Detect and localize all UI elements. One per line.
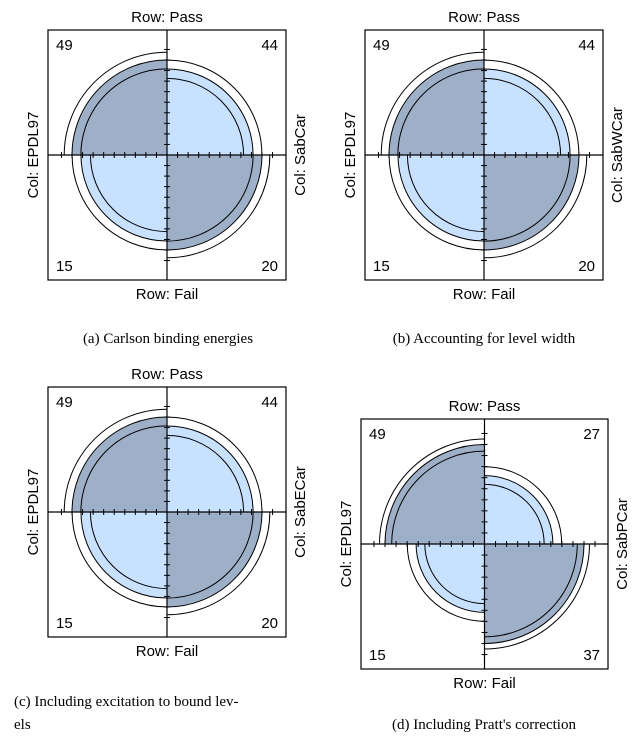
fourfold-panel-1: 49 44 15 20 Row: Pass Row: Fail Col: EPDL97 Col… (25, 9, 309, 347)
ci-outer-bottom-left (71, 511, 168, 608)
ci-outer-bottom-left (406, 543, 485, 622)
quadrant-top-left (388, 59, 485, 156)
col-left-label: Col: EPDL97 (25, 112, 42, 199)
count-bottom-left: 15 (56, 615, 73, 632)
count-top-right: 44 (578, 37, 595, 54)
col-left-label: Col: EPDL97 (342, 112, 359, 199)
ci-outer-top-left (63, 51, 168, 156)
ci-outer-bottom-right (484, 543, 590, 650)
quadrant-top-right (483, 68, 571, 156)
quadrant-top-right (166, 425, 254, 513)
row-bottom-label: Row: Fail (453, 286, 516, 303)
ci-inner-bottom-left (424, 543, 485, 605)
quadrant-top-left (71, 416, 168, 513)
ci-inner-bottom-right (166, 511, 254, 599)
panel-caption: (c) Including excitation to bound lev- (14, 694, 239, 710)
row-bottom-label: Row: Fail (136, 643, 199, 660)
row-top-label: Row: Pass (449, 398, 521, 415)
row-top-label: Row: Pass (448, 9, 520, 26)
row-top-label: Row: Pass (131, 366, 203, 383)
ci-outer-bottom-right (166, 154, 271, 259)
count-bottom-right: 20 (578, 258, 595, 275)
count-bottom-left: 15 (373, 258, 390, 275)
quadrant-top-left (71, 59, 168, 156)
col-right-label: Col: SabWCar (609, 107, 626, 203)
ci-inner-top-left (397, 68, 485, 156)
quadrant-bottom-right (483, 154, 580, 251)
panel-caption: els (14, 717, 31, 733)
count-top-left: 49 (56, 394, 73, 411)
col-left-label: Col: EPDL97 (25, 469, 42, 556)
ci-inner-top-left (80, 68, 168, 156)
count-top-left: 49 (56, 37, 73, 54)
ci-outer-bottom-left (388, 154, 485, 251)
quadrant-top-right (484, 475, 554, 545)
ci-outer-top-right (483, 59, 580, 156)
quadrant-top-right (166, 68, 254, 156)
col-left-label: Col: EPDL97 (338, 501, 355, 588)
quadrant-bottom-left (80, 154, 168, 242)
quadrant-bottom-right (166, 154, 263, 251)
row-bottom-label: Row: Fail (136, 286, 199, 303)
ci-inner-top-right (166, 434, 245, 513)
count-top-left: 49 (369, 426, 386, 443)
ci-inner-bottom-right (484, 543, 578, 638)
count-bottom-right: 37 (583, 647, 600, 664)
col-right-label: Col: SabPCar (614, 498, 631, 590)
ci-inner-bottom-left (89, 154, 168, 233)
col-right-label: Col: SabECar (292, 466, 309, 558)
ci-outer-top-right (166, 59, 263, 156)
panel-caption: (a) Carlson binding energies (83, 331, 253, 347)
ci-inner-top-left (80, 425, 168, 513)
fourfold-panel-3: 49 44 15 20 Row: Pass Row: Fail Col: EPDL97 Col… (14, 366, 309, 733)
quadrant-bottom-left (415, 543, 485, 613)
count-bottom-left: 15 (369, 647, 386, 664)
count-bottom-right: 20 (261, 258, 278, 275)
ci-inner-bottom-left (89, 511, 168, 590)
ci-inner-bottom-left (406, 154, 485, 233)
quadrant-bottom-left (80, 511, 168, 599)
ci-inner-top-right (166, 77, 245, 156)
ci-outer-top-left (380, 51, 485, 156)
ci-inner-top-left (391, 450, 485, 545)
ci-outer-top-left (63, 408, 168, 513)
panel-caption: (b) Accounting for level width (393, 331, 576, 347)
ci-outer-top-right (166, 416, 263, 513)
ci-outer-bottom-right (166, 511, 271, 616)
ci-inner-bottom-right (166, 154, 254, 242)
ci-outer-bottom-right (483, 154, 588, 259)
panel-caption: (d) Including Pratt's correction (392, 717, 576, 733)
ci-outer-top-left (379, 438, 485, 545)
quadrant-bottom-right (166, 511, 263, 608)
quadrant-top-left (384, 443, 485, 545)
ci-outer-bottom-left (71, 154, 168, 251)
ci-inner-top-right (483, 77, 562, 156)
count-top-left: 49 (373, 37, 390, 54)
col-right-label: Col: SabCar (292, 114, 309, 196)
count-bottom-left: 15 (56, 258, 73, 275)
quadrant-bottom-left (397, 154, 485, 242)
count-top-right: 44 (261, 394, 278, 411)
ci-inner-top-right (484, 483, 545, 545)
row-bottom-label: Row: Fail (453, 675, 516, 692)
ci-outer-top-right (484, 466, 563, 545)
fourfold-panel-2: 49 44 15 20 Row: Pass Row: Fail Col: EPDL97 Col… (342, 9, 626, 347)
ci-inner-bottom-right (483, 154, 571, 242)
count-top-right: 44 (261, 37, 278, 54)
row-top-label: Row: Pass (131, 9, 203, 26)
count-bottom-right: 20 (261, 615, 278, 632)
quadrant-bottom-right (484, 543, 585, 645)
fourfold-panel-4: 49 27 15 37 Row: Pass Row: Fail Col: EPDL97 Col… (338, 398, 631, 733)
count-top-right: 27 (583, 426, 600, 443)
